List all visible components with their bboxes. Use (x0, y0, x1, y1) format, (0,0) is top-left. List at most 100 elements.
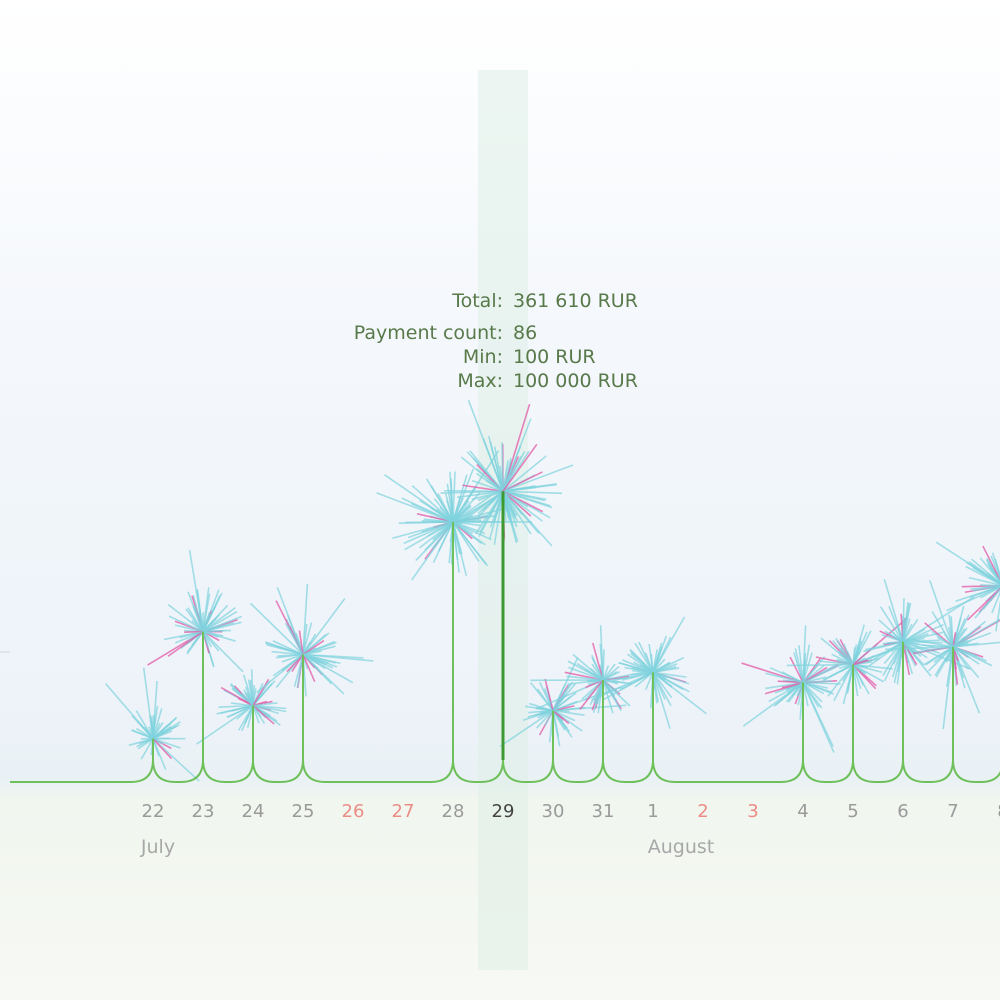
payment-ray (502, 490, 518, 522)
day-label-3[interactable]: 3 (747, 801, 758, 822)
day-label-23[interactable]: 23 (192, 801, 215, 822)
payment-ray (302, 641, 337, 656)
payment-ray (819, 660, 854, 666)
payment-ray (252, 702, 278, 707)
day-label-29[interactable]: 29 (492, 801, 515, 822)
day-label-4[interactable]: 4 (797, 801, 808, 822)
payment-ray (552, 696, 571, 712)
payment-ray (591, 671, 654, 702)
payment-ray (476, 468, 504, 492)
payment-ray (539, 681, 554, 711)
payment-burst-4[interactable] (741, 625, 852, 753)
payment-ray (499, 709, 554, 748)
payment-ray (302, 653, 364, 659)
payment-ray (411, 484, 454, 523)
payment-ray (252, 704, 287, 710)
month-label-august: August (648, 836, 715, 858)
payment-ray (185, 608, 204, 633)
payment-ray (502, 490, 553, 509)
payment-ray (544, 678, 554, 711)
payment-ray (249, 602, 304, 656)
payment-ray (302, 653, 333, 685)
payment-ray (302, 653, 354, 684)
payment-ray (952, 632, 957, 647)
payment-ray (885, 646, 954, 651)
day-label-25[interactable]: 25 (292, 801, 315, 822)
payment-ray (502, 490, 563, 495)
month-labels: July August (140, 836, 714, 858)
payment-ray (742, 681, 804, 727)
payment-ray (652, 671, 687, 678)
day-label-28[interactable]: 28 (442, 801, 465, 822)
payment-ray (452, 495, 491, 523)
payment-ray (852, 664, 866, 675)
day-label-1[interactable]: 1 (647, 801, 658, 822)
payment-ray (167, 630, 204, 657)
payment-ray (602, 679, 626, 684)
payment-ray (909, 638, 954, 648)
payment-ray (298, 630, 304, 655)
payment-ray (376, 492, 454, 523)
payment-ray (764, 681, 804, 695)
day-label-24[interactable]: 24 (242, 801, 265, 822)
payment-burst-25[interactable] (249, 584, 374, 697)
payment-ray (403, 521, 454, 545)
payment-ray (650, 653, 654, 673)
payment-ray (302, 624, 308, 655)
payment-ray (590, 654, 604, 681)
tooltip-max-row: Max: 100 000 RUR (300, 370, 720, 394)
day-label-31[interactable]: 31 (592, 801, 615, 822)
payment-ray (502, 457, 512, 492)
payment-ray (652, 671, 690, 685)
payment-ray (652, 672, 671, 729)
payment-ray (952, 646, 980, 665)
payment-ray (252, 704, 275, 725)
payment-ray (252, 682, 273, 707)
payment-ray (852, 663, 869, 668)
payment-ray (131, 729, 154, 740)
tooltip-count-value: 86 (513, 322, 538, 344)
payment-ray (293, 654, 304, 688)
day-label-30[interactable]: 30 (542, 801, 565, 822)
payment-ray (398, 521, 454, 524)
payment-ray (945, 646, 954, 663)
payment-ray (452, 471, 456, 522)
payment-ray (915, 646, 954, 654)
payment-ray (502, 490, 532, 535)
payment-ray (634, 642, 654, 673)
payment-ray (432, 521, 454, 541)
payment-ray (439, 506, 454, 523)
day-label-5[interactable]: 5 (847, 801, 858, 822)
day-label-8[interactable]: 8 (997, 801, 1000, 822)
payment-ray (952, 641, 1000, 648)
payment-ray (881, 633, 904, 643)
payment-ray (852, 640, 863, 665)
day-label-2[interactable]: 2 (697, 801, 708, 822)
payment-ray (968, 576, 1000, 586)
payment-ray (291, 654, 304, 673)
payment-burst-5[interactable] (786, 617, 909, 705)
payment-ray (929, 580, 954, 648)
payment-ray (931, 630, 954, 648)
payment-ray (602, 679, 619, 694)
day-label-6[interactable]: 6 (897, 801, 908, 822)
payment-ray (902, 633, 929, 643)
payment-ray (802, 680, 832, 684)
payment-burst-1[interactable] (591, 616, 707, 729)
day-label-7[interactable]: 7 (947, 801, 958, 822)
payment-ray (798, 645, 804, 683)
payment-ray (652, 671, 684, 691)
payment-burst-24[interactable] (196, 669, 287, 745)
payment-burst-23[interactable] (147, 549, 244, 673)
day-label-26[interactable]: 26 (342, 801, 365, 822)
day-label-27[interactable]: 27 (392, 801, 415, 822)
tooltip-max-label: Max: (457, 370, 503, 392)
tooltip-count-label: Payment count: (353, 322, 503, 344)
day-label-22[interactable]: 22 (142, 801, 165, 822)
payment-ray (863, 640, 904, 653)
payment-burst-29[interactable] (440, 399, 574, 547)
payment-ray (602, 671, 618, 681)
payment-ray (568, 666, 604, 681)
payment-burst-22[interactable] (105, 667, 200, 782)
payment-ray (143, 726, 154, 740)
